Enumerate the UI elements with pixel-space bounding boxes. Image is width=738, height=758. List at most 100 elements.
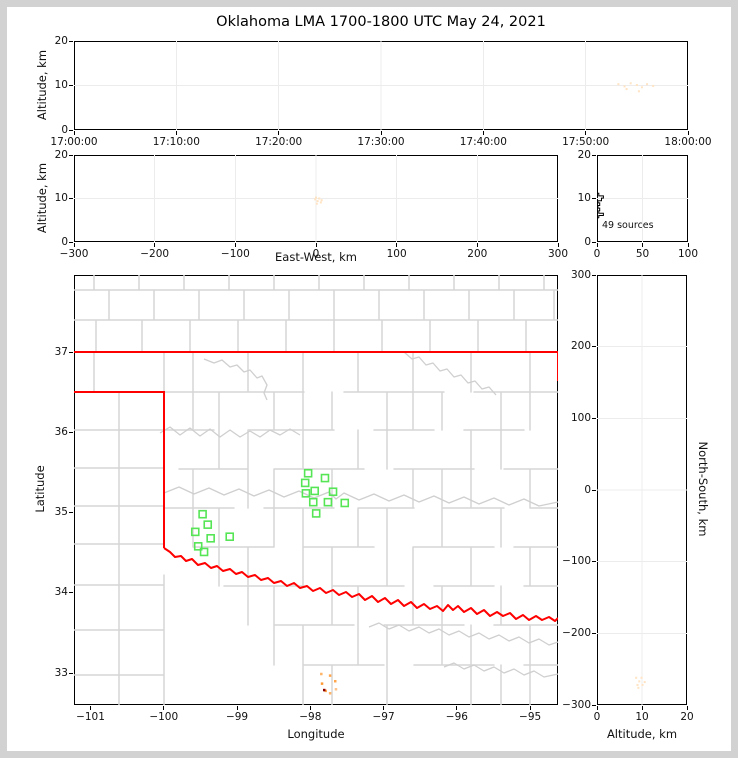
source-dot xyxy=(315,196,317,199)
x-tick-mark xyxy=(278,131,280,135)
x-tick-mark xyxy=(529,706,531,710)
x-tick-mark xyxy=(596,243,598,247)
source-dot xyxy=(316,200,319,203)
y-tick-mark xyxy=(69,351,73,353)
y-tick-label: 0 xyxy=(584,483,591,496)
y-tick-label: 0 xyxy=(61,123,68,136)
x-tick-label: −100 xyxy=(220,248,250,260)
source-dot xyxy=(315,202,318,205)
source-count-annotation: 49 sources xyxy=(602,220,654,231)
x-tick-mark xyxy=(557,243,559,247)
source-dot xyxy=(319,201,322,204)
lma-station-marker xyxy=(340,498,350,508)
y-tick-mark xyxy=(69,198,73,199)
map-xlabel: Longitude xyxy=(287,727,345,741)
x-tick-label: 50 xyxy=(635,248,650,260)
red-river-border xyxy=(163,547,558,622)
y-tick-label: 37 xyxy=(54,345,68,358)
source-dot xyxy=(625,88,628,91)
lma-station-marker xyxy=(320,473,330,483)
source-dot xyxy=(637,686,640,689)
x-tick-mark xyxy=(687,131,689,135)
y-tick-label: 20 xyxy=(577,148,591,161)
x-tick-label: 20 xyxy=(680,711,694,723)
x-tick-label: 17:20:00 xyxy=(255,136,303,148)
y-tick-label: 300 xyxy=(570,268,591,281)
source-dot xyxy=(636,683,639,686)
county-boundaries xyxy=(74,275,558,705)
source-dot xyxy=(635,676,638,679)
lma-station-marker xyxy=(311,509,321,518)
lightning-source-dot xyxy=(333,679,337,683)
source-dot xyxy=(635,84,638,87)
x-tick-mark xyxy=(686,706,688,710)
y-tick-mark xyxy=(592,632,596,634)
x-tick-label: −300 xyxy=(59,248,89,260)
lma-station-marker xyxy=(310,486,320,496)
source-dot xyxy=(640,86,643,89)
y-tick-mark xyxy=(592,154,596,156)
river-line xyxy=(159,426,301,438)
y-tick-label: 36 xyxy=(54,425,68,438)
y-tick-mark xyxy=(69,241,73,243)
source-dot xyxy=(641,683,644,686)
x-tick-label: −99 xyxy=(225,711,249,723)
oklahoma-state-border xyxy=(74,391,165,548)
y-tick-mark xyxy=(592,704,596,706)
y-tick-mark xyxy=(69,85,73,86)
x-tick-label: 0 xyxy=(312,248,320,260)
y-tick-label: 10 xyxy=(577,192,591,204)
y-tick-label: −300 xyxy=(562,698,591,711)
y-tick-mark xyxy=(592,346,596,348)
x-tick-mark xyxy=(234,243,236,247)
x-tick-mark xyxy=(309,706,311,710)
x-tick-mark xyxy=(73,131,75,135)
x-tick-label: 0 xyxy=(593,711,601,723)
source-dot xyxy=(640,676,643,679)
x-tick-label: −98 xyxy=(299,711,322,723)
x-tick-label: 17:40:00 xyxy=(459,136,507,148)
x-tick-mark xyxy=(315,243,317,247)
x-tick-label: −200 xyxy=(140,248,170,260)
x-tick-label: 17:00:00 xyxy=(50,136,98,148)
x-tick-mark xyxy=(383,706,385,710)
x-tick-mark xyxy=(456,706,458,710)
x-tick-label: 300 xyxy=(547,248,569,260)
lma-station-marker xyxy=(206,533,215,543)
y-tick-label: 200 xyxy=(570,340,591,353)
p-hist-canvas xyxy=(597,155,688,242)
lightning-source-dot xyxy=(324,689,327,693)
river-line xyxy=(443,662,558,678)
lma-station-marker xyxy=(323,497,333,507)
y-tick-mark xyxy=(69,129,73,131)
lma-station-marker xyxy=(203,520,213,529)
source-dot xyxy=(320,199,323,202)
y-tick-mark xyxy=(592,417,596,419)
x-tick-mark xyxy=(89,706,91,710)
x-tick-mark xyxy=(585,131,587,135)
p-map-canvas xyxy=(74,275,558,705)
x-tick-label: 17:10:00 xyxy=(152,136,200,148)
map-ylabel: Latitude xyxy=(33,465,47,513)
y-tick-label: 20 xyxy=(54,148,68,161)
source-dot xyxy=(623,85,626,88)
p-ew-canvas xyxy=(74,155,558,242)
y-tick-label: −100 xyxy=(562,555,591,568)
lightning-source-dot xyxy=(320,672,323,676)
ew-panel-xlabel: East-West, km xyxy=(275,250,357,264)
x-tick-mark xyxy=(236,706,238,710)
y-tick-label: 35 xyxy=(54,506,68,519)
x-tick-mark xyxy=(641,706,643,710)
y-tick-label: 10 xyxy=(54,192,68,204)
y-tick-label: 33 xyxy=(54,666,68,679)
y-tick-mark xyxy=(69,40,73,42)
source-dot xyxy=(318,197,321,200)
x-tick-mark xyxy=(380,131,382,135)
y-tick-mark xyxy=(69,154,73,156)
source-dot xyxy=(629,82,632,85)
y-tick-mark xyxy=(592,489,596,491)
lma-station-marker xyxy=(303,468,313,478)
x-tick-mark xyxy=(73,243,75,247)
y-tick-label: 0 xyxy=(584,235,591,248)
source-dot xyxy=(638,680,641,683)
